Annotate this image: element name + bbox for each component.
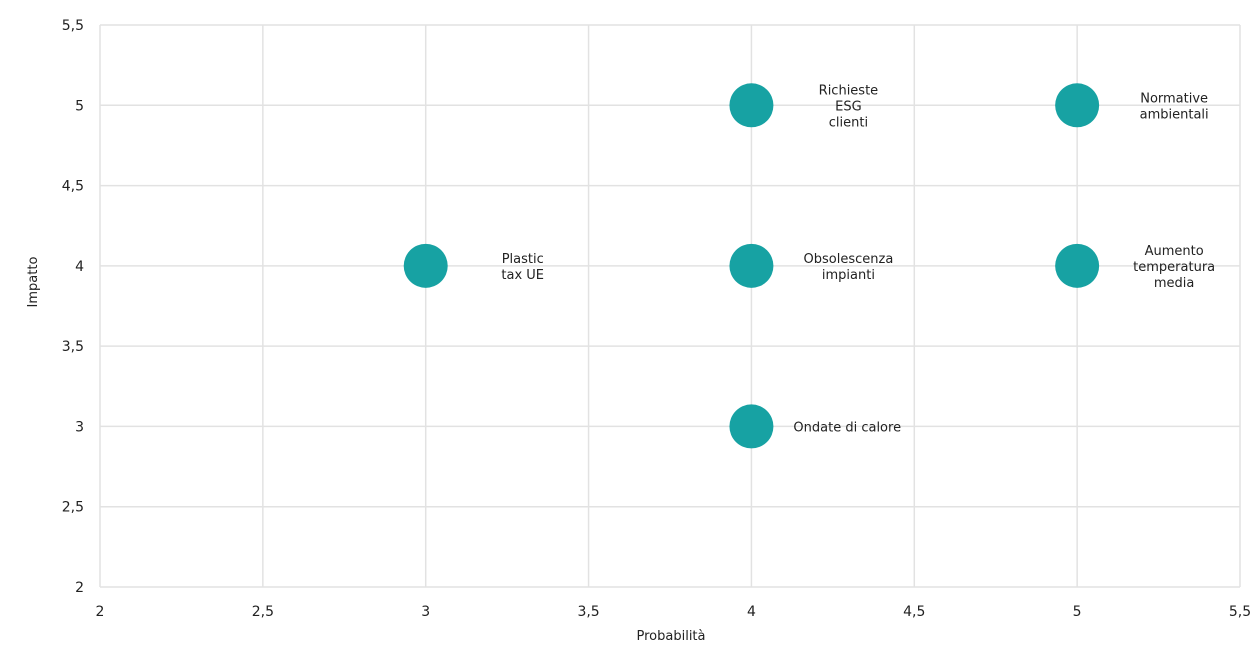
- x-tick-label: 2: [96, 604, 105, 620]
- point-label-line: clienti: [829, 115, 868, 130]
- point-label-line: Aumento: [1145, 244, 1204, 259]
- data-point: [1055, 83, 1100, 128]
- data-point: [729, 243, 774, 288]
- y-tick-label: 4,5: [62, 179, 84, 195]
- point-label: Obsolescenza impianti: [804, 252, 894, 283]
- y-tick-label: 5: [75, 98, 84, 114]
- x-tick-label: 5,5: [1229, 604, 1251, 620]
- x-axis-title: Probabilità: [637, 629, 706, 644]
- point-label-line: ESG: [835, 99, 862, 114]
- x-tick-label: 5: [1073, 604, 1082, 620]
- point-label-line: Plastic: [502, 252, 544, 267]
- point-label-line: ambientali: [1140, 107, 1209, 122]
- point-labels: Plastic tax UE Richieste ESG clienti Obsolesc…: [501, 83, 1215, 435]
- point-label-line: tax UE: [501, 268, 544, 283]
- point-label: Ondate di calore: [793, 420, 901, 435]
- y-tick-label: 2,5: [62, 500, 84, 516]
- x-tick-label: 3,5: [577, 604, 599, 620]
- point-label: Richieste ESG clienti: [819, 83, 879, 130]
- point-label-line: temperatura: [1133, 260, 1215, 275]
- point-label-line: Obsolescenza: [804, 252, 894, 267]
- y-tick-label: 5,5: [62, 18, 84, 34]
- y-tick-label: 2: [75, 580, 84, 596]
- y-axis-ticks: 2 2,5 3 3,5 4 4,5 5 5,5: [62, 18, 84, 596]
- data-point: [1055, 243, 1100, 288]
- x-tick-label: 4: [747, 604, 756, 620]
- point-label: Plastic tax UE: [501, 252, 544, 283]
- point-label-line: media: [1154, 276, 1195, 291]
- point-label: Aumento temperatura media: [1133, 244, 1215, 291]
- y-tick-label: 3: [75, 419, 84, 435]
- x-axis-ticks: 2 2,5 3 3,5 4 4,5 5 5,5: [96, 604, 1252, 620]
- x-tick-label: 2,5: [252, 604, 274, 620]
- point-label-line: impianti: [822, 268, 875, 283]
- point-label-line: Richieste: [819, 83, 879, 98]
- y-tick-label: 4: [75, 259, 84, 275]
- y-tick-label: 3,5: [62, 339, 84, 355]
- grid: [99, 24, 1241, 588]
- point-label-line: Ondate di calore: [793, 420, 901, 435]
- data-point: [729, 83, 774, 128]
- point-label-line: Normative: [1140, 91, 1208, 106]
- point-label: Normative ambientali: [1140, 91, 1209, 122]
- y-axis-title: Impatto: [26, 257, 41, 308]
- x-tick-label: 3: [421, 604, 430, 620]
- data-point: [403, 243, 448, 288]
- data-point: [729, 404, 774, 449]
- data-points: [403, 83, 1100, 449]
- x-tick-label: 4,5: [903, 604, 925, 620]
